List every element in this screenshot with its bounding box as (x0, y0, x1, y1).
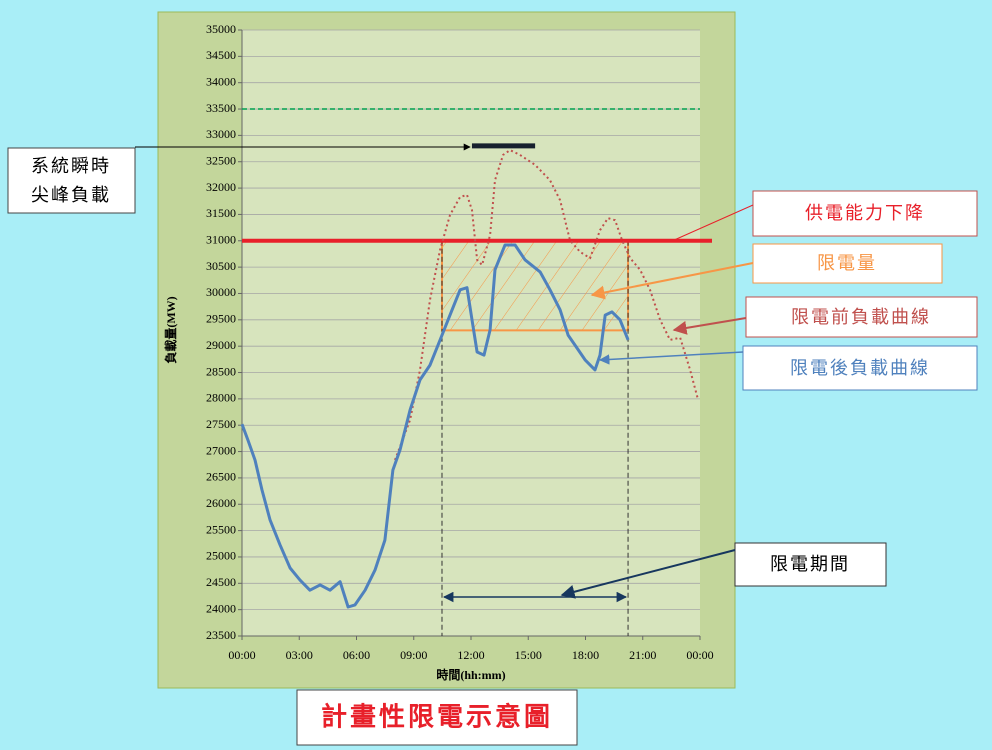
y-axis-title: 負載量(MW) (163, 296, 178, 363)
y-tick-label: 33500 (206, 101, 236, 115)
y-tick-label: 26000 (206, 496, 236, 510)
before-box (745, 296, 978, 338)
y-tick-label: 32000 (206, 180, 236, 194)
y-tick-label: 29000 (206, 338, 236, 352)
y-tick-label: 25500 (206, 522, 236, 536)
chart-title: 計畫性限電示意圖 (321, 702, 553, 733)
y-tick-label: 34500 (206, 48, 236, 62)
curtailment-arrow (590, 262, 754, 300)
y-tick-label: 23500 (206, 628, 236, 642)
capacity-box (752, 190, 978, 237)
period-arrow (560, 549, 736, 599)
period-box (734, 542, 887, 587)
x-tick-label: 06:00 (343, 648, 370, 662)
after-arrow (598, 351, 744, 365)
y-tick-label: 28500 (206, 364, 236, 378)
x-tick-label: 00:00 (228, 648, 255, 662)
plot-area (242, 30, 700, 636)
before-label: 限電前負載曲線 (791, 307, 931, 328)
curtailment-label: 限電量 (817, 253, 877, 274)
y-tick-label: 30000 (206, 285, 236, 299)
y-tick-label: 31000 (206, 233, 236, 247)
y-tick-label: 35000 (206, 22, 236, 36)
x-tick-label: 15:00 (515, 648, 542, 662)
peak-box (7, 147, 136, 214)
series-line (240, 243, 630, 609)
title-box (296, 689, 578, 746)
y-tick-label: 26500 (206, 470, 236, 484)
capacity-pointer (671, 204, 754, 242)
x-tick-label: 21:00 (629, 648, 656, 662)
after-box (742, 345, 978, 391)
y-tick-label: 32500 (206, 153, 236, 167)
y-tick-label: 30500 (206, 259, 236, 273)
capacity-label: 供電能力下降 (805, 203, 925, 224)
x-tick-label: 09:00 (400, 648, 427, 662)
y-tick-label: 24500 (206, 575, 236, 589)
x-axis-title: 時間(hh:mm) (436, 667, 505, 682)
y-tick-label: 25000 (206, 549, 236, 563)
y-tick-label: 33000 (206, 127, 236, 141)
y-tick-label: 29500 (206, 312, 236, 326)
x-tick-label: 12:00 (457, 648, 484, 662)
period-label: 限電期間 (770, 554, 850, 575)
y-tick-label: 28000 (206, 391, 236, 405)
y-tick-label: 31500 (206, 206, 236, 220)
x-tick-label: 18:00 (572, 648, 599, 662)
x-tick-label: 03:00 (286, 648, 313, 662)
peak-label: 尖峰負載 (31, 185, 111, 206)
peak-label: 系統瞬時 (31, 156, 111, 177)
y-tick-label: 27000 (206, 443, 236, 457)
after-label: 限電後負載曲線 (790, 358, 930, 379)
before-arrow (672, 317, 747, 335)
x-tick-label: 00:00 (686, 648, 713, 662)
curtailment-box (752, 243, 943, 284)
y-tick-label: 24000 (206, 601, 236, 615)
y-tick-label: 34000 (206, 74, 236, 88)
y-tick-label: 27500 (206, 417, 236, 431)
curtailment-area (440, 239, 630, 332)
